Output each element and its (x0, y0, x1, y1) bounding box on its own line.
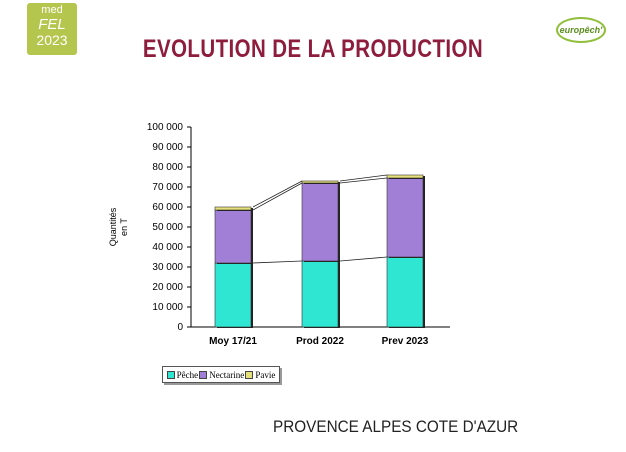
connector-line (252, 182, 303, 211)
connector-line (339, 256, 388, 262)
chart-legend: Pêche Nectarine Pavie (162, 366, 280, 383)
y-tick-label: 0 (177, 322, 183, 333)
logo-line-2: FEL (38, 16, 66, 33)
y-tick-label: 90 000 (152, 142, 183, 153)
legend-swatch (166, 370, 175, 379)
logo-line-1: med (41, 4, 63, 16)
y-tick-label: 100 000 (147, 122, 184, 133)
y-tick-label: 80 000 (152, 162, 183, 173)
connector-line (252, 180, 303, 208)
bar-pêche (301, 260, 339, 328)
bar-nectarine (214, 209, 252, 264)
legend-swatch (245, 370, 254, 379)
legend-label: Pavie (255, 369, 276, 380)
logo-line-3: 2023 (36, 32, 68, 48)
connector-line (339, 177, 388, 184)
x-tick-label: Prod 2022 (296, 336, 344, 347)
connector-line (252, 260, 303, 264)
bar-pavie (386, 174, 424, 179)
y-axis-label: Quantitésen T (108, 207, 129, 246)
x-tick-label: Prev 2023 (382, 336, 429, 347)
y-tick-label: 50 000 (152, 222, 183, 233)
page-title: EVOLUTION DE LA PRODUCTION (142, 35, 484, 63)
legend-item: Pavie (245, 370, 275, 380)
bar-pêche (386, 256, 424, 328)
y-tick-label: 60 000 (152, 202, 183, 213)
y-tick-label: 30 000 (152, 262, 183, 273)
legend-label: Pêche (176, 369, 199, 380)
connector-line (339, 174, 388, 182)
bar-pavie (301, 180, 339, 184)
y-tick-label: 40 000 (152, 242, 183, 253)
y-tick-label: 70 000 (152, 182, 183, 193)
bar-pavie (214, 206, 252, 211)
legend-label: Nectarine (209, 369, 245, 380)
legend-item: Nectarine (199, 370, 244, 380)
legend-swatch (199, 370, 208, 379)
bar-nectarine (386, 177, 424, 258)
region-label: PROVENCE ALPES COTE D'AZUR (273, 417, 519, 436)
bar-pêche (214, 262, 252, 328)
legend-item: Pêche (166, 369, 199, 380)
y-tick-label: 20 000 (152, 282, 183, 293)
x-tick-label: Moy 17/21 (209, 336, 257, 347)
europech-logo: europêch' (556, 17, 606, 43)
medfel-logo: med FEL 2023 (27, 3, 77, 55)
y-tick-label: 10 000 (152, 302, 183, 313)
bar-nectarine (301, 182, 339, 262)
